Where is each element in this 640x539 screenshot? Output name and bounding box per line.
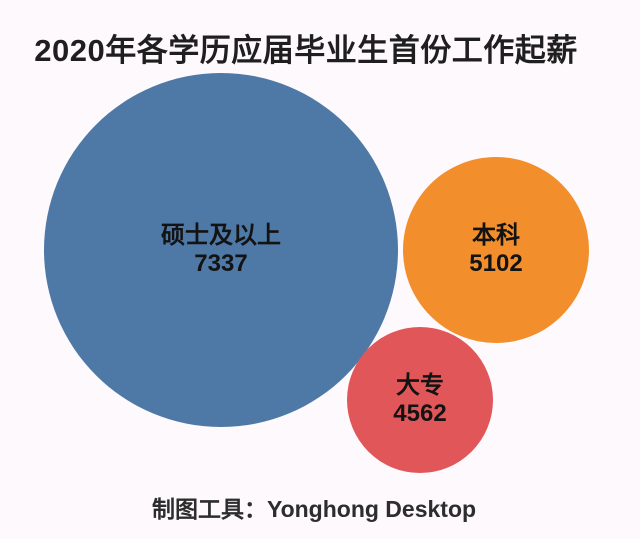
bubble-masters-and-above: 硕士及以上 7337	[44, 73, 398, 427]
bubble-value-masters-and-above: 7337	[194, 250, 248, 277]
bubble-value-junior-college: 4562	[393, 400, 447, 427]
bubble-label-masters-and-above: 硕士及以上	[161, 222, 281, 249]
bubble-label-bachelor: 本科	[472, 222, 520, 249]
bubble-label-junior-college: 大专	[396, 372, 444, 399]
chart-credit-text: 制图工具：Yonghong Desktop	[151, 496, 477, 522]
chart-title: 2020年各学历应届毕业生首份工作起薪	[34, 33, 578, 68]
bubble-bachelor: 本科 5102	[403, 157, 589, 343]
bubble-value-bachelor: 5102	[469, 250, 523, 277]
bubble-junior-college: 大专 4562	[347, 327, 493, 473]
